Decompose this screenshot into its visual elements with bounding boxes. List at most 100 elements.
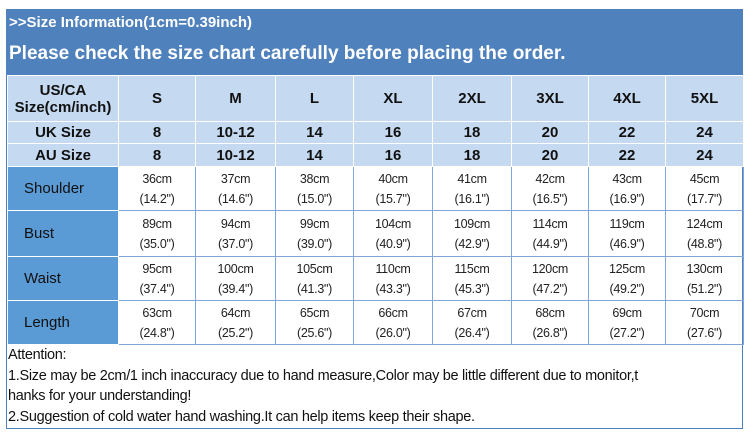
size-header: M bbox=[195, 75, 276, 122]
attention-notes: Attention: 1.Size may be 2cm/1 inch inac… bbox=[7, 345, 742, 427]
size-info-subtitle: Please check the size chart carefully be… bbox=[7, 36, 742, 75]
inch-value: (42.9") bbox=[454, 236, 490, 251]
uk-size-value: 10-12 bbox=[195, 121, 276, 144]
note-line: hanks for your understanding! bbox=[8, 388, 192, 404]
uk-size-value: 16 bbox=[353, 121, 433, 144]
inch-value: (40.9") bbox=[375, 236, 411, 251]
cm-value: 100cm bbox=[217, 261, 254, 276]
table-row: Waist 95cm (37.4") 100cm (39.4") 105cm (41.3")… bbox=[7, 256, 744, 301]
measure-cell: 120cm (47.2") bbox=[511, 256, 589, 301]
cm-value: 95cm bbox=[142, 261, 172, 276]
cm-value: 65cm bbox=[299, 305, 330, 320]
inch-value: (49.2") bbox=[609, 281, 645, 296]
measure-cell: 70cm (27.6") bbox=[665, 300, 744, 345]
inch-value: (25.2") bbox=[218, 325, 253, 340]
measure-cell: 109cm (42.9") bbox=[432, 210, 512, 257]
note-line: 2.Suggestion of cold water hand washing.… bbox=[8, 408, 475, 425]
size-chart: >>Size Information(1cm=0.39inch) Please … bbox=[6, 9, 744, 429]
measure-cell: 68cm (26.8") bbox=[511, 300, 589, 345]
inch-value: (16.1") bbox=[454, 191, 490, 206]
measure-cell: 37cm (14.6") bbox=[195, 166, 276, 211]
cm-value: 45cm bbox=[689, 171, 720, 186]
measure-cell: 115cm (45.3") bbox=[432, 256, 512, 301]
inch-value: (14.6") bbox=[218, 191, 253, 206]
cm-value: 94cm bbox=[220, 216, 251, 231]
note-line: 1.Size may be 2cm/1 inch inaccuracy due … bbox=[8, 367, 639, 384]
size-header: 2XL bbox=[432, 75, 512, 122]
inch-value: (41.3") bbox=[297, 281, 332, 296]
cm-value: 89cm bbox=[142, 216, 172, 231]
inch-value: (15.0") bbox=[297, 191, 332, 206]
inch-value: (51.2") bbox=[687, 281, 722, 296]
cm-value: 68cm bbox=[535, 305, 565, 320]
uk-size-label: UK Size bbox=[7, 121, 119, 144]
au-size-value: 24 bbox=[665, 143, 744, 167]
header-label: US/CA bbox=[39, 81, 87, 99]
measure-cell: 65cm (25.6") bbox=[275, 300, 354, 345]
au-size-value: 8 bbox=[118, 143, 196, 167]
inch-value: (24.8") bbox=[139, 325, 175, 340]
cm-value: 130cm bbox=[686, 261, 723, 276]
inch-value: (26.4") bbox=[454, 325, 490, 340]
measure-cell: 41cm (16.1") bbox=[432, 166, 512, 211]
table-row: Bust 89cm (35.0") 94cm (37.0") 99cm (39.0") 104… bbox=[7, 210, 744, 257]
au-size-value: 20 bbox=[511, 143, 589, 167]
measure-cell: 64cm (25.2") bbox=[195, 300, 276, 345]
measure-cell: 45cm (17.7") bbox=[665, 166, 744, 211]
inch-value: (45.3") bbox=[454, 281, 490, 296]
measure-cell: 40cm (15.7") bbox=[353, 166, 433, 211]
au-size-value: 14 bbox=[275, 143, 354, 167]
uk-size-value: 20 bbox=[511, 121, 589, 144]
measure-cell: 42cm (16.5") bbox=[511, 166, 589, 211]
measure-cell: 94cm (37.0") bbox=[195, 210, 276, 257]
inch-value: (37.4") bbox=[139, 281, 175, 296]
inch-value: (35.0") bbox=[139, 236, 175, 251]
uk-size-value: 22 bbox=[588, 121, 666, 144]
size-header: 3XL bbox=[511, 75, 589, 122]
inch-value: (15.7") bbox=[375, 191, 411, 206]
inch-value: (37.0") bbox=[218, 236, 253, 251]
inch-value: (16.9") bbox=[609, 191, 645, 206]
measure-cell: 66cm (26.0") bbox=[353, 300, 433, 345]
measure-cell: 124cm (48.8") bbox=[665, 210, 744, 257]
measure-cell: 95cm (37.4") bbox=[118, 256, 196, 301]
cm-value: 37cm bbox=[220, 171, 251, 186]
au-size-value: 10-12 bbox=[195, 143, 276, 167]
cm-value: 67cm bbox=[457, 305, 487, 320]
measure-cell: 99cm (39.0") bbox=[275, 210, 354, 257]
inch-value: (26.0") bbox=[375, 325, 411, 340]
measure-cell: 110cm (43.3") bbox=[353, 256, 433, 301]
cm-value: 69cm bbox=[612, 305, 642, 320]
cm-value: 42cm bbox=[535, 171, 565, 186]
cm-value: 41cm bbox=[457, 171, 487, 186]
measure-cell: 89cm (35.0") bbox=[118, 210, 196, 257]
measure-cell: 130cm (51.2") bbox=[665, 256, 744, 301]
inch-value: (26.8") bbox=[532, 325, 568, 340]
uk-size-value: 14 bbox=[275, 121, 354, 144]
inch-value: (46.9") bbox=[609, 236, 645, 251]
cm-value: 115cm bbox=[454, 261, 490, 276]
us-ca-header: US/CA Size(cm/inch) bbox=[7, 75, 119, 122]
cm-value: 70cm bbox=[689, 305, 720, 320]
note-line: Attention: bbox=[8, 347, 67, 363]
size-table: US/CA Size(cm/inch) S M L XL 2XL 3XL 4XL 5XL UK Si… bbox=[7, 75, 744, 345]
cm-value: 125cm bbox=[608, 261, 646, 276]
measure-cell: 125cm (49.2") bbox=[588, 256, 666, 301]
cm-value: 40cm bbox=[378, 171, 408, 186]
au-size-value: 18 bbox=[432, 143, 512, 167]
au-size-value: 16 bbox=[353, 143, 433, 167]
inch-value: (44.9") bbox=[532, 236, 568, 251]
cm-value: 109cm bbox=[453, 216, 491, 231]
inch-value: (43.3") bbox=[375, 281, 411, 296]
measure-label: Length bbox=[7, 300, 119, 345]
inch-value: (47.2") bbox=[532, 281, 568, 296]
au-size-label: AU Size bbox=[7, 143, 119, 167]
measure-label: Waist bbox=[7, 256, 119, 301]
size-header: 5XL bbox=[665, 75, 744, 122]
inch-value: (48.8") bbox=[687, 236, 722, 251]
inch-value: (25.6") bbox=[297, 325, 332, 340]
inch-value: (39.0") bbox=[297, 236, 332, 251]
cm-value: 43cm bbox=[612, 171, 642, 186]
measure-cell: 105cm (41.3") bbox=[275, 256, 354, 301]
table-row: Shoulder 36cm (14.2") 37cm (14.6") 38cm (15.0"… bbox=[7, 166, 744, 211]
